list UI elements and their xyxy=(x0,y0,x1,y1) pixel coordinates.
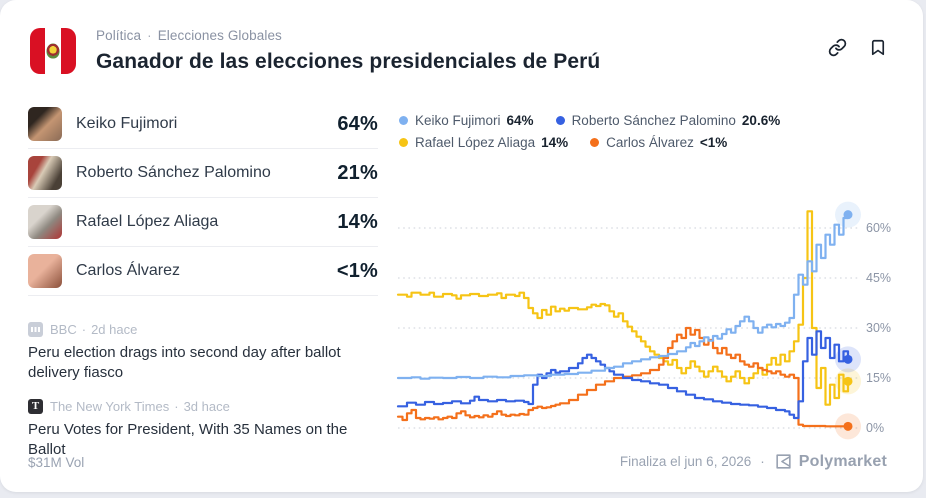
copy-link-button[interactable] xyxy=(826,36,849,59)
volume-label: $31M Vol xyxy=(28,455,85,470)
y-axis: 60% 45% 30% 15% 0% xyxy=(866,188,916,456)
series-end-dot xyxy=(843,210,853,220)
peru-flag-icon xyxy=(30,28,76,74)
outcome-row-roberto-sanchez-palomino[interactable]: Roberto Sánchez Palomino 21% xyxy=(28,149,378,198)
legend-item-carlos-alvarez: Carlos Álvarez <1% xyxy=(590,135,727,150)
news-source: BBC xyxy=(50,322,77,337)
legend-name: Roberto Sánchez Palomino xyxy=(571,113,736,128)
news-headline[interactable]: Peru Votes for President, With 35 Names … xyxy=(28,420,348,458)
series-line xyxy=(396,213,850,380)
outcome-probability: 14% xyxy=(337,210,378,233)
legend-name: Carlos Álvarez xyxy=(606,135,694,150)
news-time: 2d hace xyxy=(91,322,138,337)
breadcrumb-category[interactable]: Política xyxy=(96,28,142,43)
polymarket-brand-link[interactable]: Polymarket xyxy=(774,452,887,471)
news-headline[interactable]: Peru election drags into second day afte… xyxy=(28,344,341,382)
price-chart-svg xyxy=(396,201,861,440)
legend-name: Rafael López Aliaga xyxy=(415,135,536,150)
news-list: BBC · 2d hace Peru election drags into s… xyxy=(28,322,384,475)
series-end-dot xyxy=(843,354,853,364)
breadcrumb: Política · Elecciones Globales xyxy=(96,28,600,43)
legend-value: 14% xyxy=(541,135,569,150)
header-text: Política · Elecciones Globales Ganador de … xyxy=(96,28,600,74)
market-title[interactable]: Ganador de las elecciones presidenciales… xyxy=(96,50,601,73)
series-end-dot xyxy=(843,376,853,386)
outcome-name: Carlos Álvarez xyxy=(76,262,181,279)
brand-name: Polymarket xyxy=(798,452,887,470)
market-header: Política · Elecciones Globales Ganador de … xyxy=(30,28,600,74)
legend-value: 20.6% xyxy=(741,113,781,128)
bbc-logo-icon xyxy=(28,322,43,337)
outcome-name: Rafael López Aliaga xyxy=(76,213,219,230)
avatar xyxy=(28,205,62,239)
legend-dot-icon xyxy=(399,116,408,125)
legend-name: Keiko Fujimori xyxy=(415,113,501,128)
legend-dot-icon xyxy=(399,138,408,147)
bookmark-icon xyxy=(871,39,885,56)
y-tick-label: 15% xyxy=(866,371,892,385)
news-meta-separator: · xyxy=(81,322,87,337)
outcome-probability: <1% xyxy=(336,259,378,282)
news-meta: BBC · 2d hace xyxy=(28,322,384,337)
y-tick-label: 60% xyxy=(866,221,892,235)
news-item-bbc[interactable]: BBC · 2d hace Peru election drags into s… xyxy=(28,322,384,384)
legend-dot-icon xyxy=(555,116,565,125)
polymarket-logo-icon xyxy=(776,454,791,469)
link-icon xyxy=(828,38,847,57)
legend-row: Keiko Fujimori 64% Roberto Sánchez Palom… xyxy=(399,113,829,128)
legend-item-roberto-sanchez-palomino: Roberto Sánchez Palomino 20.6% xyxy=(555,113,781,128)
legend-item-keiko-fujimori: Keiko Fujimori 64% xyxy=(399,113,534,128)
legend-row: Rafael López Aliaga 14% Carlos Álvarez <… xyxy=(399,135,829,150)
bbc-blocks-icon xyxy=(31,327,40,332)
nyt-logo-icon: T xyxy=(28,398,43,414)
y-tick-label: 30% xyxy=(866,321,892,335)
outcome-row-rafael-lopez-aliaga[interactable]: Rafael López Aliaga 14% xyxy=(28,198,378,247)
outcome-probability: 21% xyxy=(337,161,378,184)
series-end-dot xyxy=(843,421,853,431)
footer-right: Finaliza el jun 6, 2026 · Polymarket xyxy=(620,452,887,471)
outcomes-list: Keiko Fujimori 64% Roberto Sánchez Palom… xyxy=(28,100,378,296)
news-item-nyt[interactable]: T The New York Times · 3d hace Peru Vote… xyxy=(28,398,384,461)
end-date-label: Finaliza el jun 6, 2026 xyxy=(619,454,752,469)
y-tick-label: 45% xyxy=(866,271,892,285)
legend-item-rafael-lopez-aliaga: Rafael López Aliaga 14% xyxy=(399,135,568,150)
news-meta: T The New York Times · 3d hace xyxy=(28,398,384,414)
peru-coat-of-arms-icon xyxy=(46,43,60,59)
outcome-row-carlos-alvarez[interactable]: Carlos Álvarez <1% xyxy=(28,247,378,296)
header-actions xyxy=(826,36,889,59)
avatar xyxy=(28,107,62,141)
news-source: The New York Times xyxy=(50,398,170,414)
news-meta-separator: · xyxy=(174,398,179,414)
series-line xyxy=(396,210,850,406)
legend-dot-icon xyxy=(590,138,600,147)
avatar xyxy=(28,156,62,190)
outcome-row-keiko-fujimori[interactable]: Keiko Fujimori 64% xyxy=(28,100,378,149)
chart-legend: Keiko Fujimori 64% Roberto Sánchez Palom… xyxy=(399,113,829,157)
y-tick-label: 0% xyxy=(866,421,885,435)
legend-value: <1% xyxy=(699,135,728,150)
legend-value: 64% xyxy=(506,113,534,128)
series-line xyxy=(396,326,850,428)
series-line xyxy=(396,330,850,420)
outcome-probability: 64% xyxy=(337,112,378,135)
news-time: 3d hace xyxy=(183,398,230,414)
outcome-name: Keiko Fujimori xyxy=(76,115,178,132)
bookmark-button[interactable] xyxy=(867,36,889,59)
footer-separator: · xyxy=(760,454,765,469)
breadcrumb-separator: · xyxy=(147,28,152,43)
avatar xyxy=(28,254,62,288)
outcome-name: Roberto Sánchez Palomino xyxy=(76,164,271,181)
price-history-chart[interactable]: 60% 45% 30% 15% 0% xyxy=(396,188,926,456)
breadcrumb-subcategory[interactable]: Elecciones Globales xyxy=(157,28,282,43)
